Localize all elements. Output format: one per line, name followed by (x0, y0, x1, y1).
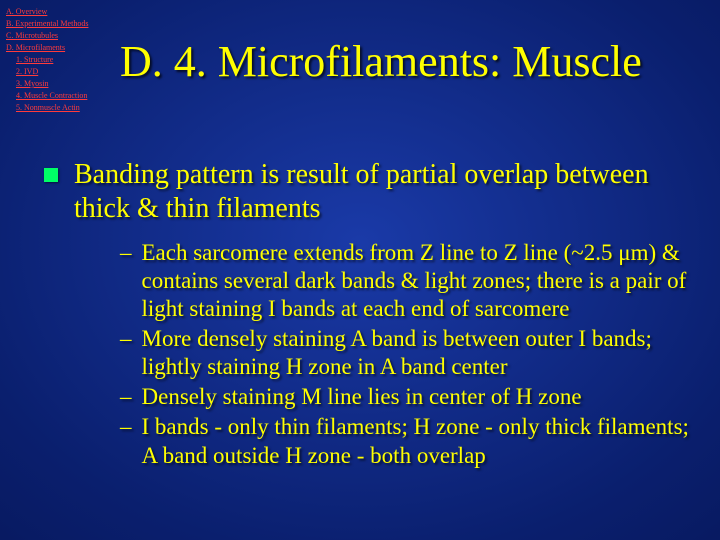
nav-link-d-microfilaments[interactable]: D. Microfilaments (6, 42, 88, 54)
sub-bullet-text: Densely staining M line lies in center o… (142, 383, 582, 411)
slide-title: D. 4. Microfilaments: Muscle (120, 36, 710, 87)
main-bullet: Banding pattern is result of partial ove… (44, 158, 690, 225)
list-item: – More densely staining A band is betwee… (120, 325, 690, 381)
nav-link-a-overview[interactable]: A. Overview (6, 6, 88, 18)
list-item: – Densely staining M line lies in center… (120, 383, 690, 411)
nav-link-d5-nonmuscle[interactable]: 5. Nonmuscle Actin (6, 102, 88, 114)
sub-bullet-text: I bands - only thin filaments; H zone - … (142, 413, 691, 469)
dash-icon: – (120, 325, 132, 381)
sub-bullet-text: Each sarcomere extends from Z line to Z … (142, 239, 691, 323)
nav-link-d3-myosin[interactable]: 3. Myosin (6, 78, 88, 90)
dash-icon: – (120, 239, 132, 323)
nav-link-d4-muscle[interactable]: 4. Muscle Contraction (6, 90, 88, 102)
dash-icon: – (120, 383, 132, 411)
nav-link-c-microtubules[interactable]: C. Microtubules (6, 30, 88, 42)
main-bullet-text: Banding pattern is result of partial ove… (74, 158, 690, 225)
nav-link-d1-structure[interactable]: 1. Structure (6, 54, 88, 66)
nav-link-b-experimental[interactable]: B. Experimental Methods (6, 18, 88, 30)
slide-content: Banding pattern is result of partial ove… (44, 158, 690, 472)
list-item: – Each sarcomere extends from Z line to … (120, 239, 690, 323)
outline-nav: A. Overview B. Experimental Methods C. M… (6, 6, 88, 114)
sub-bullet-list: – Each sarcomere extends from Z line to … (120, 239, 690, 469)
dash-icon: – (120, 413, 132, 469)
sub-bullet-text: More densely staining A band is between … (142, 325, 691, 381)
list-item: – I bands - only thin filaments; H zone … (120, 413, 690, 469)
square-bullet-icon (44, 168, 58, 182)
nav-link-d2-ivd[interactable]: 2. IVD (6, 66, 88, 78)
